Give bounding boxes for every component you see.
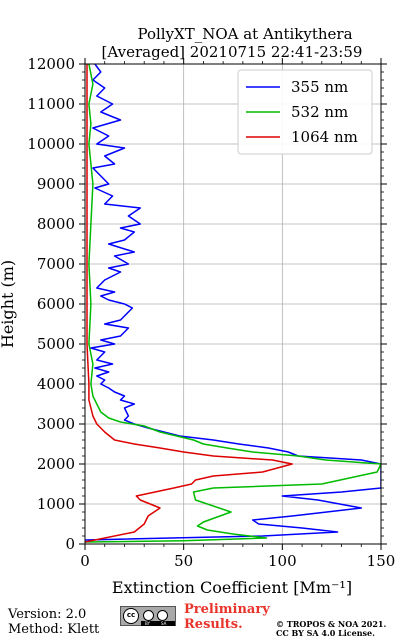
x-tick-label: 150 [367, 552, 396, 570]
extinction-chart: PollyXT_NOA at Antikythera [Averaged] 20… [0, 25, 396, 597]
y-tick-label: 0 [65, 535, 75, 553]
y-tick-label: 1000 [37, 495, 75, 513]
y-tick-label: 10000 [27, 135, 75, 153]
x-tick-label: 100 [268, 552, 297, 570]
x-axis-label: Extinction Coefficient [Mm⁻¹] [112, 578, 352, 597]
chart-title: PollyXT_NOA at Antikythera [137, 25, 352, 43]
chart-subtitle: [Averaged] 20210715 22:41-23:59 [102, 43, 363, 61]
x-tick-label: 0 [80, 552, 90, 570]
series-layer [85, 64, 381, 543]
plot-frame [84, 63, 382, 545]
legend-entry: 532 nm [291, 103, 348, 121]
series-line-355-nm [85, 64, 381, 541]
cc-by-sa-icon: cc BY SA [120, 606, 176, 626]
y-tick-label: 12000 [27, 55, 75, 73]
y-tick-label: 6000 [37, 295, 75, 313]
legend-entry: 1064 nm [291, 128, 358, 146]
y-tick-label: 3000 [37, 415, 75, 433]
series-line-532-nm [85, 64, 381, 543]
x-tick-label: 50 [174, 552, 193, 570]
series-line-1064-nm [85, 64, 293, 543]
legend: 355 nm 532 nm 1064 nm [237, 69, 373, 155]
y-axis-label: Height (m) [0, 260, 17, 348]
y-tick-label: 7000 [37, 255, 75, 273]
y-tick-label: 8000 [37, 215, 75, 233]
method-label: Method: Klett [8, 622, 100, 637]
y-tick-label: 4000 [37, 375, 75, 393]
y-tick-label: 11000 [27, 95, 75, 113]
copyright-notice: © TROPOS & NOA 2021. CC BY SA 4.0 Licens… [276, 619, 387, 638]
y-tick-label: 5000 [37, 335, 75, 353]
y-tick-label: 9000 [37, 175, 75, 193]
version-label: Version: 2.0 [8, 607, 87, 622]
legend-box [237, 69, 373, 155]
legend-entry: 355 nm [291, 78, 348, 96]
y-tick-label: 2000 [37, 455, 75, 473]
preliminary-results-label: Preliminary Results. [184, 602, 270, 632]
